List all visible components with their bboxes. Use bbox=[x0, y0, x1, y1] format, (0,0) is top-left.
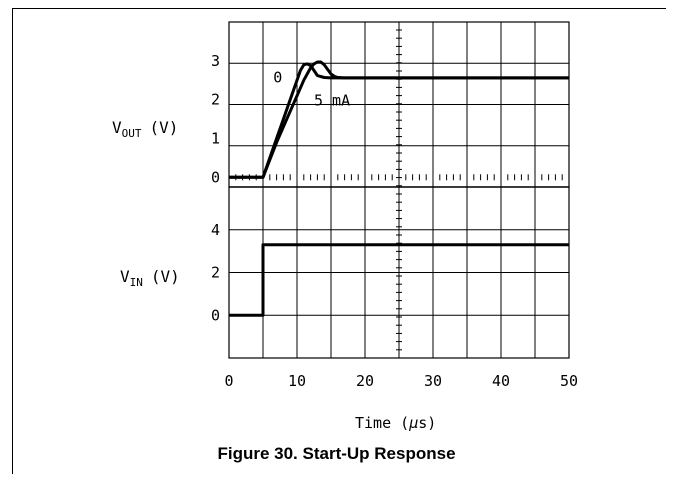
panel-top-series-1-line bbox=[229, 60, 569, 179]
frame-left-border bbox=[12, 8, 13, 474]
x-tick-label: 30 bbox=[424, 372, 442, 390]
panel-top-ytick-label: 1 bbox=[211, 129, 220, 147]
panel-bottom-series-0-line bbox=[229, 243, 569, 317]
x-axis-title-symbol: µ bbox=[408, 414, 418, 432]
top-ylabel-main: V bbox=[112, 118, 122, 137]
x-axis-title-unit: s) bbox=[418, 414, 436, 432]
x-axis-title: Time (µs) bbox=[355, 414, 436, 432]
panel-bottom-ytick-label: 2 bbox=[211, 264, 220, 282]
panel-top-annotation-1: 5 mA bbox=[314, 92, 350, 110]
bottom-ylabel: VIN (V) bbox=[120, 267, 180, 289]
bottom-ylabel-main: V bbox=[120, 267, 130, 286]
top-ylabel: VOUT (V) bbox=[112, 118, 178, 140]
figure-caption: Figure 30. Start-Up Response bbox=[217, 444, 456, 463]
x-tick-label: 20 bbox=[356, 372, 374, 390]
panel-bottom-ytick-label: 0 bbox=[211, 306, 220, 324]
panel-top-ytick-label: 0 bbox=[211, 168, 220, 186]
top-ylabel-unit: (V) bbox=[150, 118, 179, 137]
x-tick-label: 0 bbox=[224, 372, 233, 390]
top-ylabel-sub: OUT bbox=[122, 127, 142, 140]
frame-top-border bbox=[12, 8, 666, 9]
bottom-ylabel-unit: (V) bbox=[151, 267, 180, 286]
x-tick-label: 10 bbox=[288, 372, 306, 390]
x-axis-title-main: Time ( bbox=[355, 414, 409, 432]
panel-bottom-ytick-label: 4 bbox=[211, 221, 220, 239]
panel-top-ytick-label: 3 bbox=[211, 52, 220, 70]
panel-top-ytick-label: 2 bbox=[211, 91, 220, 109]
x-tick-label: 50 bbox=[560, 372, 578, 390]
x-tick-label: 40 bbox=[492, 372, 510, 390]
panel-top-annotation-0: 0 bbox=[273, 68, 282, 86]
bottom-ylabel-sub: IN bbox=[130, 276, 143, 289]
